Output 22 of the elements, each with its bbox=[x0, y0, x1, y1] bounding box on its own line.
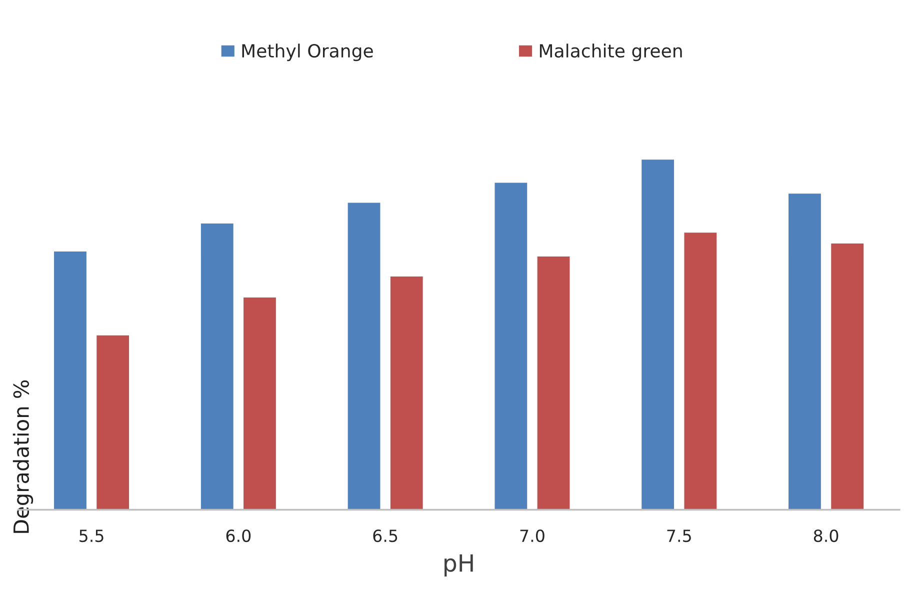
bar bbox=[787, 192, 822, 510]
bar bbox=[95, 334, 130, 510]
y-axis-title: Degradation % bbox=[12, 380, 34, 533]
bar bbox=[493, 181, 529, 510]
bar bbox=[682, 231, 718, 510]
bar bbox=[52, 250, 88, 510]
bar bbox=[640, 158, 676, 510]
bar bbox=[536, 255, 572, 510]
legend-label: Malachite green bbox=[540, 44, 682, 62]
x-axis-title: pH bbox=[444, 554, 473, 576]
bar bbox=[242, 296, 278, 510]
x-tick-label: 6.5 bbox=[373, 529, 398, 542]
bar bbox=[389, 275, 424, 510]
x-tick-label: 5.5 bbox=[80, 530, 104, 542]
bar bbox=[830, 242, 865, 510]
x-tick-label: 6.0 bbox=[226, 529, 251, 542]
legend-label: Methyl Orange bbox=[242, 44, 373, 62]
x-tick-label: 7.0 bbox=[520, 529, 544, 542]
x-tick-label: 8.0 bbox=[814, 529, 838, 542]
x-tick-label: 7.5 bbox=[667, 530, 691, 542]
bar bbox=[346, 201, 382, 510]
bar bbox=[200, 222, 235, 510]
